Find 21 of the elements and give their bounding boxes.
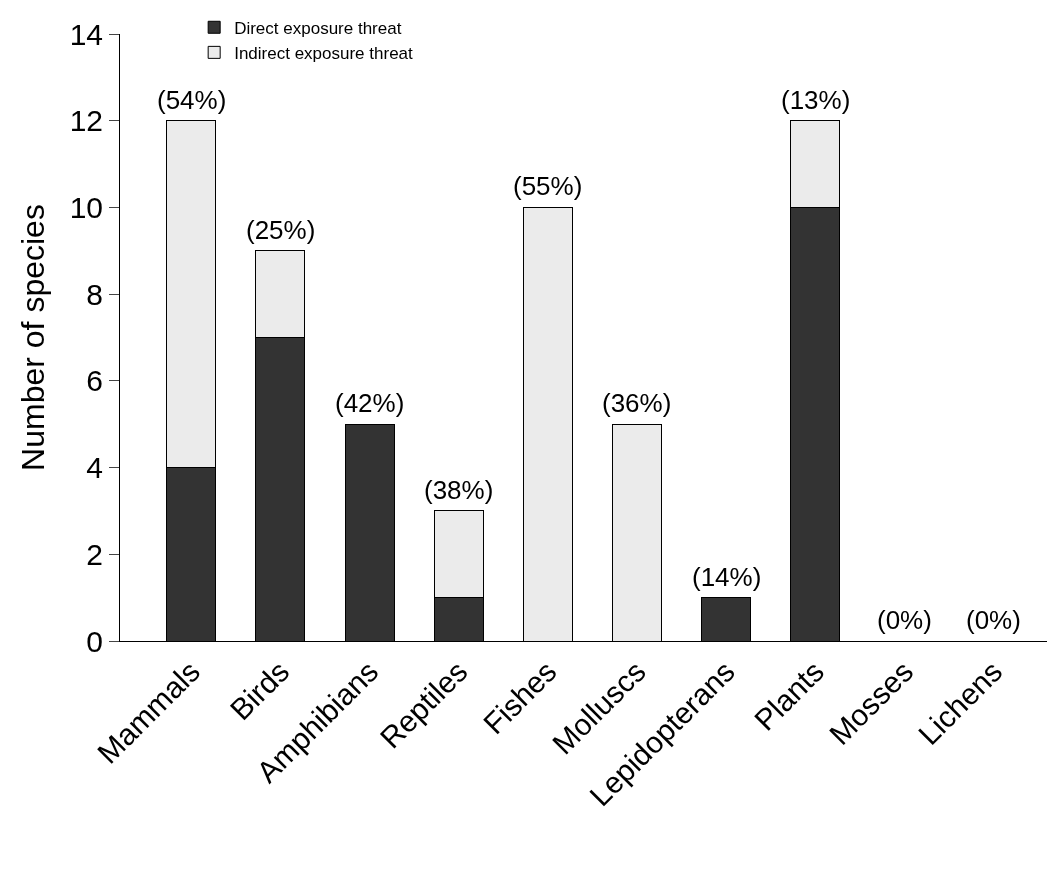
y-tick-label: 6 bbox=[86, 364, 103, 398]
annotation: (25%) bbox=[246, 215, 316, 245]
annotation: (55%) bbox=[513, 171, 583, 201]
annotation: (36%) bbox=[602, 388, 672, 418]
annotation: (38%) bbox=[424, 475, 494, 505]
annotation: (13%) bbox=[781, 85, 851, 115]
y-axis-title: Number of species bbox=[14, 204, 51, 471]
y-tick-label: 10 bbox=[69, 190, 103, 224]
annotation: (14%) bbox=[692, 562, 762, 592]
y-tick-label: 0 bbox=[86, 624, 103, 658]
annotation: (0%) bbox=[966, 605, 1021, 635]
legend-label: Direct exposure threat bbox=[234, 18, 402, 38]
y-tick-label: 12 bbox=[69, 104, 103, 138]
y-tick-label: 8 bbox=[86, 277, 103, 311]
y-tick-label: 2 bbox=[86, 537, 103, 571]
annotation: (42%) bbox=[335, 388, 405, 418]
legend-label: Indirect exposure threat bbox=[234, 44, 414, 63]
y-tick-label: 4 bbox=[86, 451, 103, 485]
annotation: (54%) bbox=[157, 85, 227, 115]
annotation: (0%) bbox=[877, 605, 932, 635]
y-tick-label: 14 bbox=[69, 17, 103, 51]
